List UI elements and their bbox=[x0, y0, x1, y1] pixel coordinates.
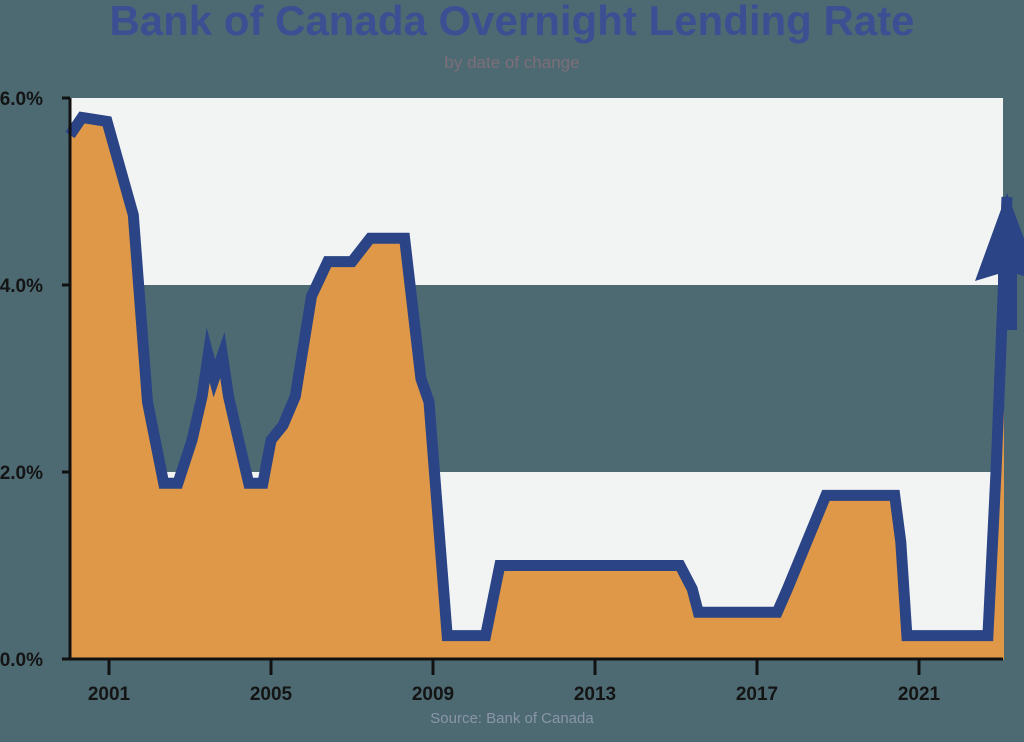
svg-text:4.0%: 4.0% bbox=[0, 276, 43, 297]
svg-text:6.0%: 6.0% bbox=[0, 89, 43, 110]
svg-text:2017: 2017 bbox=[736, 684, 778, 705]
svg-text:2001: 2001 bbox=[88, 684, 131, 705]
svg-text:0.0%: 0.0% bbox=[0, 650, 43, 671]
svg-text:2.0%: 2.0% bbox=[0, 463, 43, 484]
svg-text:2021: 2021 bbox=[898, 684, 941, 705]
svg-text:2005: 2005 bbox=[250, 684, 293, 705]
svg-text:2013: 2013 bbox=[574, 684, 616, 705]
svg-text:2009: 2009 bbox=[412, 684, 454, 705]
